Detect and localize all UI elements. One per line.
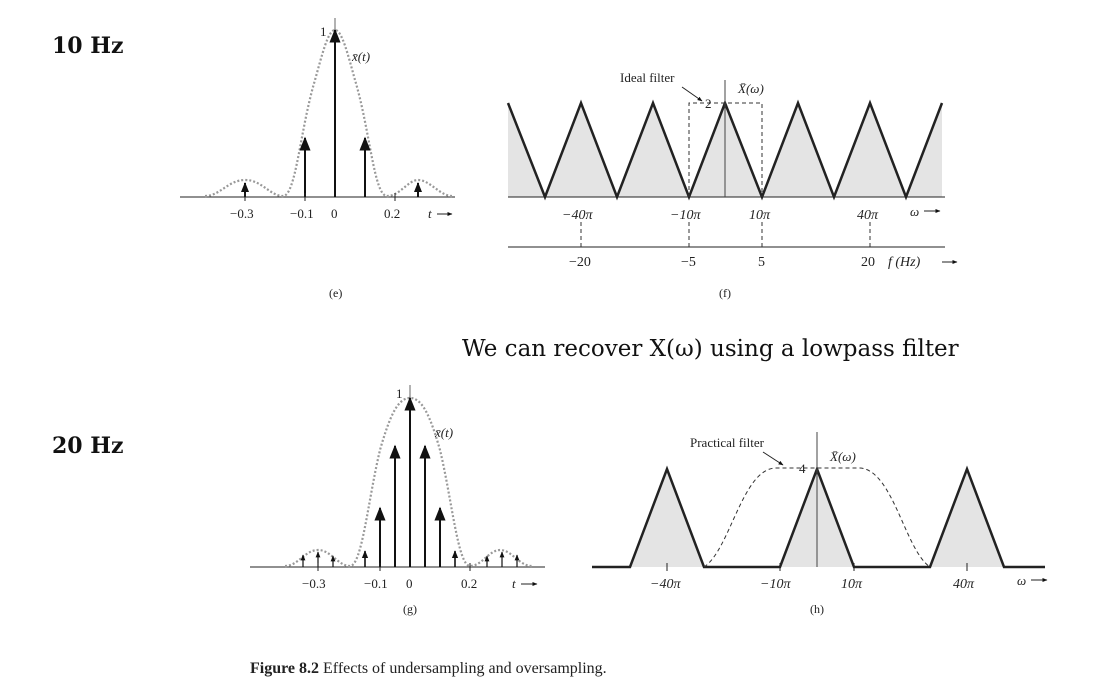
e-sublabel: (e) xyxy=(329,286,342,300)
h-replica-left-fill xyxy=(630,469,704,567)
h-replica-right-fill xyxy=(930,469,1004,567)
h-omega-tick-m40: −40π xyxy=(650,577,681,592)
g-axis-var: t xyxy=(512,576,516,591)
e-signal-label: x̄(t) xyxy=(351,49,370,64)
e-tick-label-m03: −0.3 xyxy=(230,206,254,221)
f-hz-tick-20: 20 xyxy=(861,255,875,270)
panel-h: Practical filter 4 X̄(ω) −40π −10π 10π 4… xyxy=(592,432,1048,616)
g-peak-label: 1 xyxy=(396,386,403,401)
figure-caption: Figure 8.2 Effects of undersampling and … xyxy=(250,660,607,678)
e-axis-var: t xyxy=(428,206,432,221)
f-omega-tick-40: 40π xyxy=(857,208,879,223)
h-omega-var: ω xyxy=(1017,573,1026,588)
f-sublabel: (f) xyxy=(719,286,731,300)
f-hz-tick-m5: −5 xyxy=(681,255,696,270)
g-sinc-envelope xyxy=(284,396,533,568)
f-filter-arrow xyxy=(681,86,703,102)
h-practical-filter xyxy=(703,467,931,568)
e-tick-label-02: 0.2 xyxy=(384,206,400,221)
h-filter-label: Practical filter xyxy=(690,435,765,450)
figure-caption-text: Effects of undersampling and oversamplin… xyxy=(323,660,607,677)
f-signal-label: X̄(ω) xyxy=(737,81,764,96)
g-signal-label: x̄(t) xyxy=(434,425,453,440)
f-hz-tick-m20: −20 xyxy=(569,255,591,270)
f-ideal-filter xyxy=(688,102,763,197)
panel-f: Ideal filter 2 X̄(ω) −40π −10π 10π 40π ω… xyxy=(506,70,958,300)
f-omega-tick-10: 10π xyxy=(749,208,771,223)
h-omega-tick-10: 10π xyxy=(841,577,863,592)
h-sublabel: (h) xyxy=(810,602,824,616)
f-omega-var: ω xyxy=(910,204,919,219)
row-label-10hz: 10 Hz xyxy=(52,33,124,59)
h-omega-tick-40: 40π xyxy=(953,577,975,592)
g-tick-label-m03: −0.3 xyxy=(302,576,326,591)
e-tick-label-m01: −0.1 xyxy=(290,206,314,221)
row-label-20hz: 20 Hz xyxy=(52,433,124,459)
g-sublabel: (g) xyxy=(403,602,417,616)
h-signal-label: X̄(ω) xyxy=(829,449,856,464)
e-sinc-envelope xyxy=(204,28,453,198)
h-filter-arrow xyxy=(762,451,784,466)
panel-e: 1 x̄(t) −0.3 −0.1 0 0.2 t (e) xyxy=(180,18,455,300)
f-hz-var: f (Hz) xyxy=(888,255,921,270)
panel-g: 1 x̄(t) −0.3 −0.1 0 0.2 t (g) xyxy=(250,385,545,616)
lowpass-note: We can recover X(ω) using a lowpass filt… xyxy=(462,336,959,362)
g-tick-label-m01: −0.1 xyxy=(364,576,388,591)
f-filter-label: Ideal filter xyxy=(620,70,675,85)
f-omega-tick-m40: −40π xyxy=(562,208,593,223)
h-omega-tick-m10: −10π xyxy=(760,577,791,592)
figure-number: Figure 8.2 xyxy=(250,660,320,677)
e-peak-label: 1 xyxy=(320,24,327,39)
g-tick-label-0: 0 xyxy=(406,576,413,591)
e-tick-label-0: 0 xyxy=(331,206,338,221)
h-peak-label: 4 xyxy=(799,461,806,476)
f-hz-tick-5: 5 xyxy=(758,255,765,270)
g-tick-label-02: 0.2 xyxy=(461,576,477,591)
f-peak-label: 2 xyxy=(705,96,712,111)
f-omega-tick-m10: −10π xyxy=(670,208,701,223)
